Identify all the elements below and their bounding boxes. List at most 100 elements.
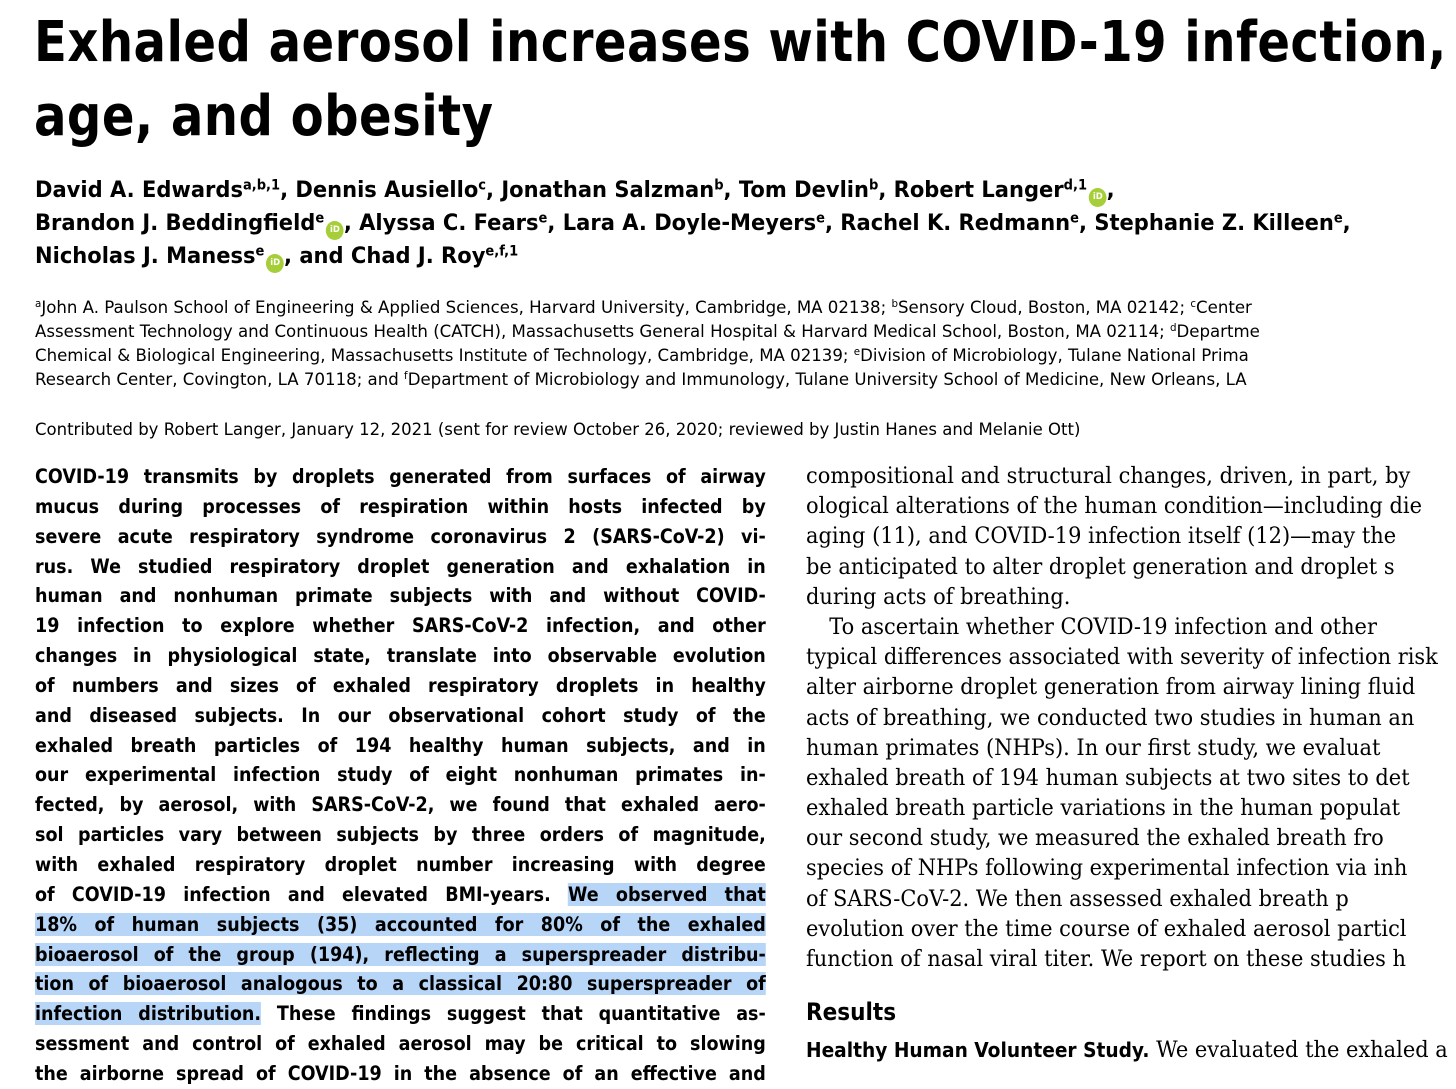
author-separator: , [486, 177, 502, 203]
body-line: typical differences associated with seve… [806, 644, 1438, 671]
author-affiliation-marker: e [1070, 210, 1080, 227]
abstract-line: fected, by aerosol, with SARS-CoV-2, we … [35, 793, 766, 817]
author-name: Dennis Ausiello [295, 177, 479, 203]
abstract-line: exhaled breath particles of 194 healthy … [35, 733, 766, 757]
body-line: alter airborne droplet generation from a… [806, 674, 1416, 701]
affiliation-text: Assessment Technology and Continuous Hea… [35, 322, 1170, 342]
highlighted-text[interactable]: We observed that [568, 882, 766, 906]
abstract-line: 18% of human subjects (35) accounted for… [35, 910, 766, 940]
abstract-line: mucus during processes of respiration wi… [35, 494, 766, 518]
body-line: exhaled breath of 194 human subjects at … [806, 764, 1410, 791]
affiliation-text: Departme [1176, 322, 1260, 342]
abstract-line: with exhaled respiratory droplet number … [35, 852, 766, 876]
author-affiliation-marker: b [714, 177, 724, 194]
affiliation-line-2: Assessment Technology and Continuous Hea… [35, 320, 1456, 344]
author-separator: , [723, 177, 739, 203]
author-separator: , [824, 210, 841, 236]
contribution-statement: Contributed by Robert Langer, January 12… [35, 420, 1081, 440]
author-name: David A. Edwards [35, 177, 243, 203]
body-line: species of NHPs following experimental i… [806, 855, 1408, 882]
orcid-icon[interactable]: iD [266, 254, 285, 273]
abstract-line: 19 infection to explore whether SARS-CoV… [35, 614, 766, 638]
affiliations: aJohn A. Paulson School of Engineering &… [35, 296, 1456, 392]
author-affiliation-marker: e [538, 210, 548, 227]
abstract-line: sessment and control of exhaled aerosol … [35, 1032, 766, 1056]
author-name: Brandon J. Beddingfield [35, 210, 316, 236]
author-name: Lara A. Doyle-Meyers [562, 210, 817, 236]
body-line: acts of breathing, we conducted two stud… [806, 704, 1415, 731]
body-line: evolution over the time course of exhale… [806, 915, 1407, 942]
abstract-line: sol particles vary between subjects by t… [35, 823, 766, 847]
abstract-line: and diseased subjects. In our observatio… [35, 703, 766, 727]
highlighted-text[interactable]: bioaerosol of the group (194), reflectin… [35, 942, 766, 966]
author-name: Stephanie Z. Killeen [1094, 210, 1334, 236]
author-name: Tom Devlin [738, 177, 869, 203]
body-line: during acts of breathing. [806, 583, 1071, 610]
author-separator: , [878, 177, 894, 203]
author-affiliation-marker: e [315, 210, 325, 227]
abstract-text: These findings suggest that quantitative… [261, 1002, 766, 1026]
body-line: function of nasal viral titer. We report… [806, 946, 1406, 972]
author-affiliation-marker: e,f,1 [485, 243, 519, 260]
orcid-icon[interactable]: iD [326, 221, 344, 240]
author-name: Chad J. Roy [350, 243, 486, 269]
abstract-line: infection distribution. These findings s… [35, 999, 766, 1029]
author-name: Alyssa C. Fears [359, 210, 539, 236]
body-text-column: compositional and structural changes, dr… [806, 461, 1456, 974]
abstract-line: of numbers and sizes of exhaled respirat… [35, 673, 766, 697]
abstract-line: our experimental infection study of eigh… [35, 763, 766, 787]
abstract-line: bioaerosol of the group (194), reflectin… [35, 940, 766, 970]
affiliation-text: Sensory Cloud, Boston, MA 02142; [897, 298, 1191, 318]
body-line: our second study, we measured the exhale… [806, 825, 1384, 852]
abstract-line: COVID-19 transmits by droplets generated… [35, 465, 766, 488]
author-separator: , and [284, 243, 351, 269]
orcid-icon[interactable]: iD [1088, 188, 1107, 207]
highlighted-text[interactable]: 18% of human subjects (35) accounted for… [35, 912, 766, 936]
author-affiliation-marker: d,1 [1063, 177, 1088, 194]
abstract-line: rus. We studied respiratory droplet gene… [35, 554, 766, 578]
author-line-2: Brandon J. BeddingfieldeiD, Alyssa C. Fe… [35, 207, 1400, 240]
author-affiliation-marker: c [478, 177, 487, 194]
affiliation-marker: b [891, 297, 898, 311]
subsection-line: Healthy Human Volunteer Study. We evalua… [806, 1035, 1456, 1065]
body-line: To ascertain whether COVID-19 infection … [829, 613, 1377, 640]
affiliation-line-3: Chemical & Biological Engineering, Massa… [35, 344, 1456, 368]
abstract-line: changes in physiological state, translat… [35, 644, 766, 668]
author-line-3: Nicholas J. ManesseiD, and Chad J. Roye,… [35, 240, 1400, 273]
author-separator: , [1079, 210, 1095, 236]
affiliation-text: Research Center, Covington, LA 70118; an… [35, 370, 405, 390]
abstract: COVID-19 transmits by droplets generated… [35, 462, 766, 1089]
abstract-line: human and nonhuman primate subjects with… [35, 584, 766, 608]
affiliation-text: Center [1196, 298, 1252, 318]
highlighted-text[interactable]: tion of bioaerosol analogous to a classi… [35, 972, 766, 996]
author-separator: , [280, 177, 296, 203]
affiliation-line-4: Research Center, Covington, LA 70118; an… [35, 368, 1456, 392]
results-heading: Results [806, 998, 897, 1026]
affiliation-marker: f [404, 369, 408, 383]
author-affiliation-marker: e [255, 243, 265, 260]
abstract-text: of COVID-19 infection and elevated BMI-y… [35, 882, 569, 906]
author-affiliation-marker: e [816, 210, 825, 227]
author-line-1: David A. Edwardsa,b,1, Dennis Ausielloc,… [35, 174, 1400, 207]
affiliation-text: Department of Microbiology and Immunolog… [407, 370, 1247, 390]
article-title: Exhaled aerosol increases with COVID-19 … [34, 6, 1447, 154]
subsection-heading: Healthy Human Volunteer Study. [806, 1038, 1150, 1062]
body-line: be anticipated to alter droplet generati… [806, 553, 1395, 580]
affiliation-text: Division of Microbiology, Tulane Nationa… [860, 346, 1249, 366]
body-line: ological alterations of the human condit… [806, 493, 1422, 520]
affiliation-text: John A. Paulson School of Engineering & … [41, 298, 892, 318]
body-line: compositional and structural changes, dr… [806, 463, 1411, 489]
abstract-line: of COVID-19 infection and elevated BMI-y… [35, 880, 766, 910]
author-name: Nicholas J. Maness [35, 243, 256, 269]
author-name: Robert Langer [893, 177, 1064, 203]
abstract-line: severe acute respiratory syndrome corona… [35, 524, 766, 548]
author-separator: , [547, 210, 563, 236]
subsection-text: We evaluated the exhaled a [1149, 1037, 1448, 1063]
author-name: Rachel K. Redmann [840, 210, 1071, 236]
title-line-1: Exhaled aerosol increases with COVID-19 … [34, 10, 1447, 75]
abstract-line: tion of bioaerosol analogous to a classi… [35, 969, 766, 999]
author-affiliation-marker: b [868, 177, 879, 194]
highlighted-text[interactable]: infection distribution. [35, 1002, 262, 1026]
author-affiliation-marker: a,b,1 [242, 177, 281, 194]
affiliation-marker: c [1190, 297, 1197, 311]
